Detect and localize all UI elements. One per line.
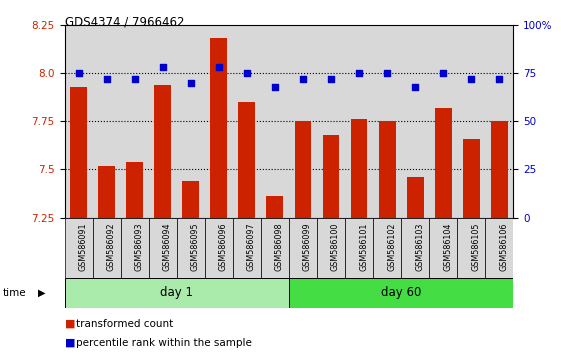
Text: GSM586091: GSM586091 xyxy=(79,223,88,271)
Point xyxy=(242,70,251,76)
Bar xyxy=(457,25,485,218)
Text: GSM586104: GSM586104 xyxy=(443,223,452,271)
Bar xyxy=(238,102,255,218)
Bar xyxy=(65,25,93,218)
Bar xyxy=(177,25,205,218)
Bar xyxy=(149,25,177,218)
Point xyxy=(467,76,476,82)
Bar xyxy=(401,218,429,278)
Point xyxy=(74,70,83,76)
Text: ■: ■ xyxy=(65,338,75,348)
Point xyxy=(270,84,279,89)
Text: percentile rank within the sample: percentile rank within the sample xyxy=(76,338,252,348)
Bar xyxy=(126,162,143,218)
Point xyxy=(439,70,448,76)
Bar xyxy=(261,25,289,218)
Bar xyxy=(379,121,396,218)
Bar xyxy=(261,218,289,278)
Bar xyxy=(154,85,171,218)
Bar xyxy=(98,166,115,218)
Text: GDS4374 / 7966462: GDS4374 / 7966462 xyxy=(65,16,184,29)
Text: ▶: ▶ xyxy=(38,288,45,298)
Bar xyxy=(210,38,227,218)
Point xyxy=(495,76,504,82)
Bar xyxy=(401,25,429,218)
Bar xyxy=(121,25,149,218)
Text: GSM586096: GSM586096 xyxy=(219,223,228,271)
Point xyxy=(186,80,195,85)
Point xyxy=(383,70,392,76)
Text: GSM586095: GSM586095 xyxy=(191,223,200,271)
Bar xyxy=(323,135,339,218)
Bar xyxy=(407,177,424,218)
Bar xyxy=(317,25,345,218)
Text: GSM586105: GSM586105 xyxy=(471,223,480,271)
Bar xyxy=(485,25,513,218)
Bar xyxy=(65,218,93,278)
Bar xyxy=(233,25,261,218)
Point xyxy=(327,76,335,82)
Bar xyxy=(373,25,401,218)
Bar xyxy=(289,218,317,278)
Bar xyxy=(289,278,513,308)
Bar xyxy=(121,218,149,278)
Bar xyxy=(233,218,261,278)
Text: day 1: day 1 xyxy=(160,286,193,299)
Point xyxy=(298,76,307,82)
Bar xyxy=(429,25,457,218)
Bar xyxy=(345,25,373,218)
Bar xyxy=(93,218,121,278)
Bar xyxy=(182,181,199,218)
Text: GSM586098: GSM586098 xyxy=(275,223,284,271)
Point xyxy=(411,84,420,89)
Bar xyxy=(295,121,311,218)
Bar xyxy=(205,25,233,218)
Text: GSM586093: GSM586093 xyxy=(135,223,144,271)
Bar xyxy=(351,119,367,218)
Point xyxy=(214,64,223,70)
Bar xyxy=(177,218,205,278)
Bar xyxy=(205,218,233,278)
Bar xyxy=(317,218,345,278)
Bar xyxy=(457,218,485,278)
Text: GSM586099: GSM586099 xyxy=(303,223,312,271)
Bar xyxy=(289,25,317,218)
Bar xyxy=(429,218,457,278)
Bar xyxy=(485,218,513,278)
Text: GSM586092: GSM586092 xyxy=(107,223,116,271)
Point xyxy=(158,64,167,70)
Text: GSM586097: GSM586097 xyxy=(247,223,256,271)
Bar xyxy=(463,139,480,218)
Text: GSM586106: GSM586106 xyxy=(499,223,508,271)
Bar xyxy=(373,218,401,278)
Bar xyxy=(345,218,373,278)
Text: time: time xyxy=(3,288,26,298)
Point xyxy=(355,70,364,76)
Bar xyxy=(93,25,121,218)
Bar xyxy=(149,218,177,278)
Bar xyxy=(65,278,289,308)
Bar xyxy=(491,121,508,218)
Bar xyxy=(70,86,87,218)
Point xyxy=(130,76,139,82)
Text: GSM586100: GSM586100 xyxy=(331,223,340,271)
Bar xyxy=(435,108,452,218)
Text: transformed count: transformed count xyxy=(76,319,173,329)
Text: GSM586101: GSM586101 xyxy=(359,223,368,271)
Text: GSM586102: GSM586102 xyxy=(387,223,396,271)
Text: ■: ■ xyxy=(65,319,75,329)
Point xyxy=(102,76,111,82)
Bar xyxy=(266,196,283,218)
Text: GSM586103: GSM586103 xyxy=(415,223,424,271)
Text: GSM586094: GSM586094 xyxy=(163,223,172,271)
Text: day 60: day 60 xyxy=(381,286,421,299)
